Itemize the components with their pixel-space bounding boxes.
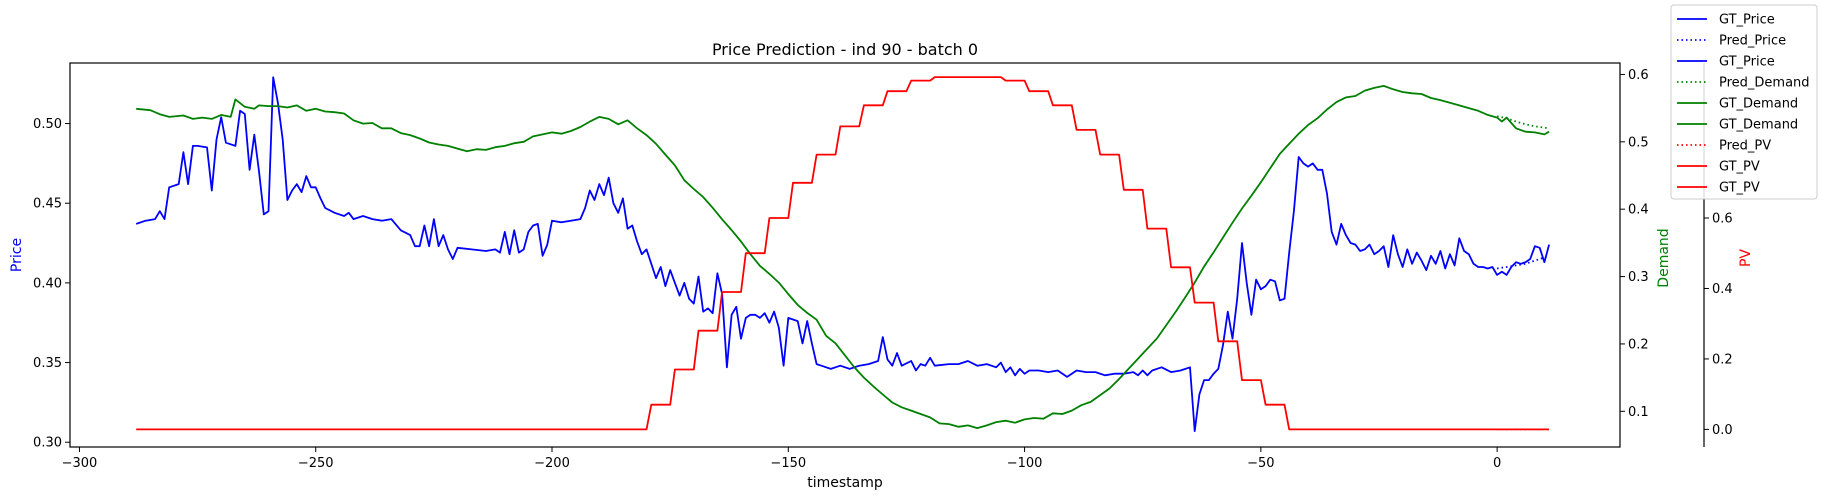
demand-axis-label: Demand [1656,228,1672,287]
price-tick-label: 0.45 [33,197,62,212]
demand-tick-label: 0.1 [1628,405,1649,420]
demand-tick-label: 0.6 [1628,68,1649,83]
series-line-gt-price [135,76,1550,433]
x-axis-label: timestamp [807,475,883,491]
series-line-gt-demand [136,85,1550,430]
price-axis-label: Price [9,238,25,272]
x-tick-label: 0 [1493,456,1501,471]
legend-label: GT_Price [1719,55,1775,70]
series-line-pred-price [1496,254,1550,270]
series-line-gt-pv [136,76,1550,431]
demand-tick-label: 0.2 [1628,337,1649,352]
chart-title: Price Prediction - ind 90 - batch 0 [712,40,978,59]
series-line-pred-demand [1496,115,1550,130]
x-tick-label: −250 [298,456,334,471]
pv-tick-label: 0.6 [1712,212,1733,227]
pv-axis-ticks: 0.0 0.2 0.4 0.6 [1704,212,1733,438]
demand-axis-ticks: 0.1 0.2 0.3 0.4 0.5 0.6 [1620,68,1649,420]
legend-label: GT_PV [1719,160,1760,175]
x-tick-label: −100 [1007,456,1043,471]
demand-tick-label: 0.4 [1628,203,1649,218]
price-tick-label: 0.40 [33,276,62,291]
x-tick-label: −200 [534,456,570,471]
legend-label: GT_Demand [1719,97,1798,112]
x-tick-label: −150 [770,456,806,471]
demand-tick-label: 0.3 [1628,270,1649,285]
series-layer [135,76,1550,433]
price-axis-ticks: 0.30 0.35 0.40 0.45 0.50 [33,117,70,451]
legend-entries: GT_Price Pred_Price GT_Price Pred_Demand GT_… [1677,13,1810,196]
legend: GT_Price Pred_Price GT_Price Pred_Demand GT_… [1670,4,1818,200]
pv-tick-label: 0.2 [1712,352,1733,367]
demand-tick-label: 0.5 [1628,135,1649,150]
legend-label: GT_PV [1719,181,1760,196]
price-tick-label: 0.30 [33,436,62,451]
pv-axis-label: PV [1738,249,1754,267]
legend-label: GT_Price [1719,13,1775,28]
x-tick-label: −300 [62,456,98,471]
legend-label: Pred_PV [1719,139,1771,154]
legend-label: Pred_Demand [1719,76,1810,91]
x-tick-label: −50 [1247,456,1274,471]
x-axis-ticks: −300 −250 −200 −150 −100 −50 0 [62,447,1501,471]
price-tick-label: 0.35 [33,356,62,371]
plot-frame [69,62,1621,448]
pv-tick-label: 0.4 [1712,282,1733,297]
price-tick-label: 0.50 [33,117,62,132]
legend-box [1670,4,1818,200]
pv-tick-label: 0.0 [1712,423,1733,438]
legend-label: GT_Demand [1719,118,1798,133]
legend-label: Pred_Price [1719,34,1786,49]
